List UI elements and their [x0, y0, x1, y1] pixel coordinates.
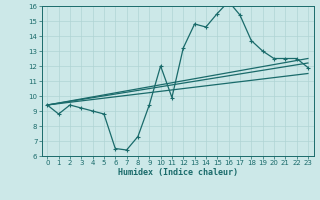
X-axis label: Humidex (Indice chaleur): Humidex (Indice chaleur)	[118, 168, 237, 177]
